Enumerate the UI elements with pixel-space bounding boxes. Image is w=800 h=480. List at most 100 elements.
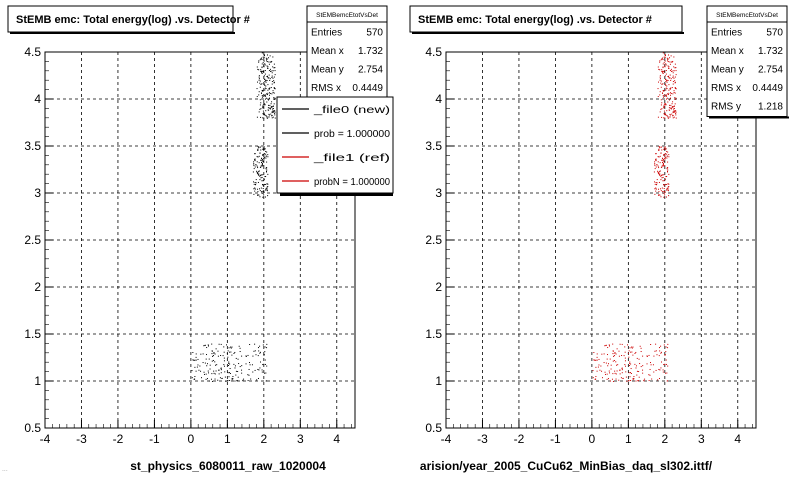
stats-label: Mean x: [711, 46, 744, 57]
data-point: [667, 365, 669, 367]
data-point: [197, 364, 199, 366]
data-point: [259, 59, 261, 61]
data-point: [273, 63, 275, 65]
data-point: [607, 378, 609, 380]
data-point: [654, 181, 656, 183]
data-point: [666, 85, 668, 87]
data-point: [249, 364, 251, 366]
data-point: [270, 107, 272, 109]
data-point: [252, 371, 254, 373]
data-point: [268, 74, 270, 76]
data-point: [262, 344, 264, 346]
data-point: [215, 364, 217, 366]
data-point: [267, 183, 269, 185]
data-point: [250, 378, 252, 380]
data-point: [658, 173, 660, 175]
data-point: [652, 364, 654, 366]
data-point: [596, 353, 598, 355]
data-point: [243, 378, 245, 380]
data-point: [262, 196, 264, 198]
data-point: [264, 64, 266, 66]
data-point: [661, 165, 663, 167]
data-point: [602, 377, 604, 379]
x-tick-label: -4: [40, 432, 51, 446]
data-point: [674, 97, 676, 99]
data-point: [268, 63, 270, 65]
data-point: [261, 94, 263, 96]
data-point: [667, 347, 669, 349]
data-point: [224, 376, 226, 378]
data-point: [268, 107, 270, 109]
data-point: [267, 99, 269, 101]
data-point: [668, 109, 670, 111]
data-point: [264, 114, 266, 116]
data-point: [665, 70, 667, 72]
data-point: [624, 364, 626, 366]
data-point: [264, 346, 266, 348]
data-point: [268, 88, 270, 90]
data-point: [609, 345, 611, 347]
data-point: [663, 192, 665, 194]
data-point: [201, 377, 203, 379]
data-point: [257, 194, 259, 196]
data-point: [261, 83, 263, 85]
data-point: [273, 111, 275, 113]
data-point: [263, 55, 265, 57]
data-point: [669, 57, 671, 59]
stats-value: 1.218: [758, 102, 783, 113]
data-point: [261, 59, 263, 61]
data-point: [262, 185, 264, 187]
data-point: [665, 153, 667, 155]
data-point: [664, 146, 666, 148]
y-tick-label: 2: [34, 280, 41, 294]
data-point: [232, 378, 234, 380]
data-point: [210, 378, 212, 380]
data-point: [630, 363, 632, 365]
data-point: [670, 94, 672, 96]
data-point: [603, 353, 605, 355]
data-point: [598, 364, 600, 366]
data-point: [263, 363, 265, 365]
data-point: [245, 355, 247, 357]
data-point: [259, 175, 261, 177]
data-point: [269, 87, 271, 89]
data-point: [646, 363, 648, 365]
data-point: [660, 104, 662, 106]
data-point: [636, 357, 638, 359]
data-point: [229, 372, 231, 374]
data-point: [265, 380, 267, 382]
data-point: [267, 92, 269, 94]
data-point: [628, 356, 630, 358]
data-point: [663, 107, 665, 109]
data-point: [261, 369, 263, 371]
data-point: [665, 98, 667, 100]
data-point: [270, 71, 272, 73]
data-point: [256, 66, 258, 68]
data-point: [668, 186, 670, 188]
data-point: [271, 76, 273, 78]
data-point: [664, 104, 666, 106]
data-point: [662, 72, 664, 74]
data-point: [264, 148, 266, 150]
data-point: [656, 182, 658, 184]
data-point: [254, 188, 256, 190]
stats-value: 1.732: [358, 46, 383, 57]
data-point: [659, 174, 661, 176]
y-tick-label: 4: [435, 92, 442, 106]
data-point: [625, 376, 627, 378]
data-point: [200, 370, 202, 372]
x-tick-label: 3: [698, 432, 705, 446]
data-point: [648, 354, 650, 356]
data-point: [629, 376, 631, 378]
scatter-points: [592, 52, 677, 382]
data-point: [668, 61, 670, 63]
data-point: [663, 105, 665, 107]
data-point: [260, 166, 262, 168]
data-point: [595, 366, 597, 368]
data-point: [266, 60, 268, 62]
data-point: [605, 344, 607, 346]
data-point: [638, 358, 640, 360]
data-point: [263, 112, 265, 114]
data-point: [662, 92, 664, 94]
data-point: [667, 171, 669, 173]
